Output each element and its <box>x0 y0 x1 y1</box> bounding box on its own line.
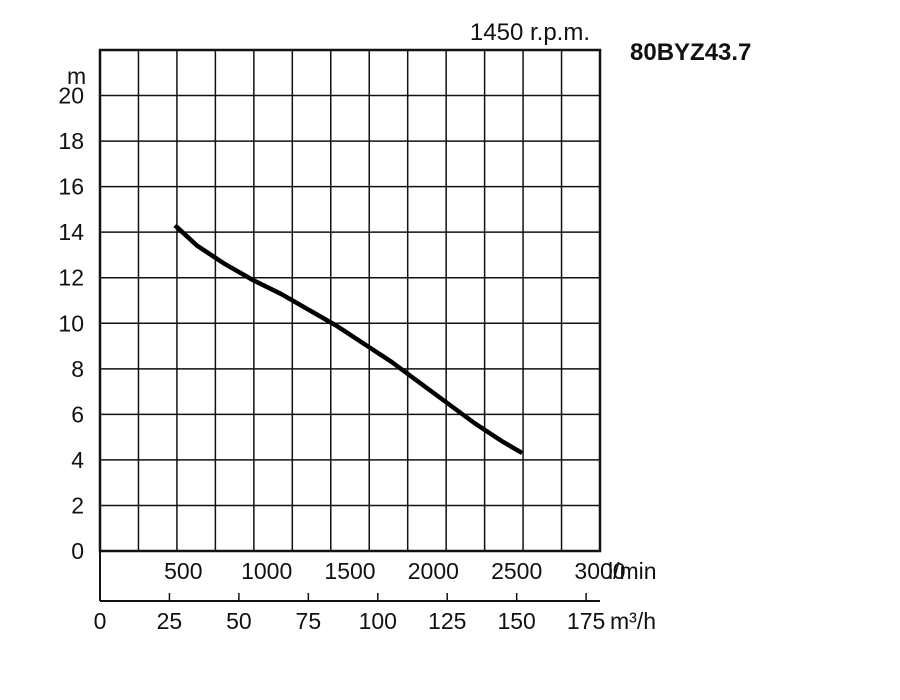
y-tick-label: 18 <box>58 128 84 154</box>
y-tick-label: 6 <box>71 401 84 427</box>
m3h-tick-label: 50 <box>226 608 252 634</box>
y-tick-label: 4 <box>71 447 84 473</box>
m3h-tick-label: 75 <box>296 608 322 634</box>
y-tick-label: 12 <box>58 265 84 291</box>
m3h-tick-label: 150 <box>497 608 535 634</box>
y-tick-label: 8 <box>71 356 84 382</box>
y-tick-label: 16 <box>58 174 84 200</box>
m3h-tick-label: 175 <box>567 608 605 634</box>
lmin-tick-label: 2500 <box>491 558 542 584</box>
m3h-tick-label: 0 <box>94 608 107 634</box>
m3h-tick-label: 100 <box>359 608 397 634</box>
y-tick-label: 2 <box>71 492 84 518</box>
head-flow-curve <box>173 223 524 456</box>
y-tick-label: 14 <box>58 219 84 245</box>
y-tick-labels: 0 2 4 6 8 10 12 14 16 18 20 <box>58 83 84 564</box>
x-tick-labels-lmin: 500 1000 1500 2000 2500 3000 <box>164 558 625 584</box>
lmin-tick-label: 2000 <box>408 558 459 584</box>
lmin-unit-label: l/min <box>608 558 657 584</box>
y-tick-label: 0 <box>71 538 84 564</box>
speed-label: 1450 r.p.m. <box>470 19 590 46</box>
lmin-tick-label: 1000 <box>241 558 292 584</box>
lmin-tick-label: 3000 <box>574 558 625 584</box>
lmin-tick-label: 500 <box>164 558 202 584</box>
pump-model-label: 80BYZ43.7 <box>630 39 751 66</box>
plot-frame <box>98 48 602 602</box>
m3h-tick-label: 125 <box>428 608 466 634</box>
m3h-tick-label: 25 <box>157 608 183 634</box>
y-axis-unit-label: m <box>67 63 86 89</box>
plot-border <box>98 48 602 553</box>
m3h-unit-label: m³/h <box>610 608 656 634</box>
chart-grid <box>100 50 600 551</box>
lmin-tick-label: 1500 <box>324 558 375 584</box>
curve-layer <box>173 223 524 456</box>
x-tick-labels-m3h: 0 25 50 75 100 125 150 175 <box>94 608 606 634</box>
y-tick-label: 20 <box>58 83 84 109</box>
y-tick-label: 10 <box>58 310 84 336</box>
